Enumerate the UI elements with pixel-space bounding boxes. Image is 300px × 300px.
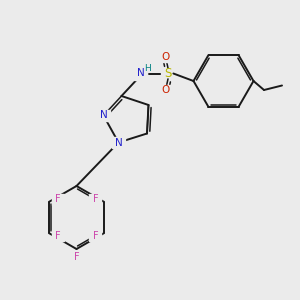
Text: F: F bbox=[55, 231, 60, 241]
Text: H: H bbox=[145, 64, 151, 73]
Polygon shape bbox=[52, 230, 64, 241]
Polygon shape bbox=[97, 110, 110, 121]
Text: F: F bbox=[55, 194, 60, 204]
Text: N: N bbox=[100, 110, 107, 121]
Text: F: F bbox=[93, 231, 98, 241]
Polygon shape bbox=[89, 194, 101, 205]
Text: N: N bbox=[136, 68, 144, 79]
Polygon shape bbox=[160, 52, 172, 62]
Text: O: O bbox=[161, 85, 170, 95]
Polygon shape bbox=[160, 85, 172, 95]
Text: N: N bbox=[115, 137, 122, 148]
Polygon shape bbox=[134, 68, 151, 80]
Polygon shape bbox=[161, 68, 175, 80]
Text: S: S bbox=[164, 67, 172, 80]
Text: O: O bbox=[161, 52, 170, 62]
Text: F: F bbox=[74, 251, 79, 262]
Polygon shape bbox=[52, 194, 64, 205]
Polygon shape bbox=[70, 251, 83, 262]
Polygon shape bbox=[89, 230, 101, 241]
Polygon shape bbox=[112, 137, 125, 148]
Text: F: F bbox=[93, 194, 98, 204]
